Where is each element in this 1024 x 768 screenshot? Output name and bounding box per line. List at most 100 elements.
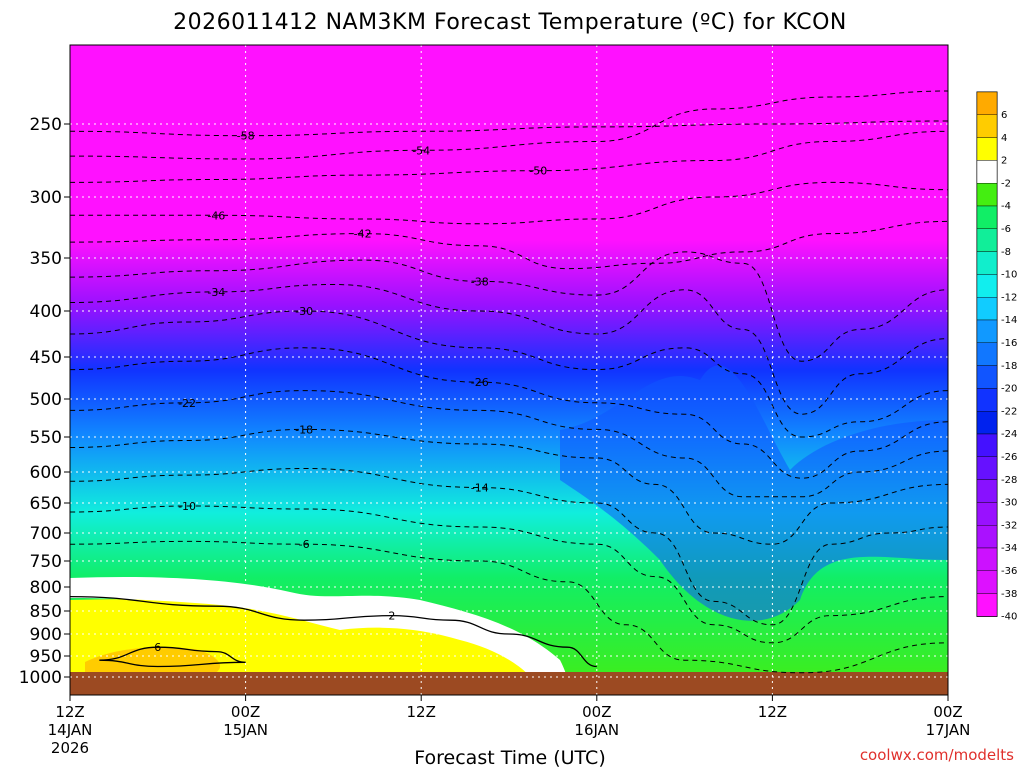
contour-label: -10 <box>178 500 196 513</box>
contour-label: -58 <box>237 130 255 143</box>
colorbar-swatch <box>976 319 998 343</box>
colorbar-label: -20 <box>1001 384 1017 395</box>
contour-label: -46 <box>207 209 225 222</box>
contour-label: -26 <box>471 376 489 389</box>
colorbar-swatch <box>976 456 998 480</box>
contour-line <box>70 120 948 137</box>
colorbar-swatch <box>976 502 998 526</box>
x-tick-label: 2026 <box>51 739 89 757</box>
colorbar-swatch <box>976 182 998 207</box>
contour-line <box>70 505 948 644</box>
colorbar-label: -34 <box>1001 543 1017 554</box>
x-tick-label: 12Z <box>407 703 436 721</box>
colorbar-swatch <box>976 342 998 366</box>
y-tick-label: 450 <box>30 348 62 368</box>
colorbar: 6 4 2 -2 -4 -6 -8 -10 -12 -14 -16 -18 -20 -22 -24 -26 -2… <box>976 91 1017 623</box>
y-tick-label: 750 <box>30 552 62 572</box>
colorbar-swatch <box>976 228 998 252</box>
contour-line <box>70 310 948 438</box>
contour-line <box>99 646 246 668</box>
y-tick-label: 650 <box>30 494 62 514</box>
colorbar-label: -6 <box>1001 224 1011 235</box>
contour-label: -18 <box>295 423 313 436</box>
colorbar-swatch <box>976 525 998 549</box>
colorbar-swatch <box>976 251 998 275</box>
colorbar-label: -26 <box>1001 452 1017 463</box>
x-tick-label: 12Z <box>55 703 84 721</box>
contour-line <box>70 220 948 270</box>
colorbar-label: -14 <box>1001 315 1017 326</box>
x-tick-label: 16JAN <box>574 721 619 739</box>
colorbar-label: -10 <box>1001 270 1017 281</box>
colorbar-swatch <box>976 274 998 298</box>
colorbar-label: -12 <box>1001 292 1017 303</box>
colorbar-label: 6 <box>1001 110 1007 121</box>
x-tick-label: 14JAN <box>48 721 93 739</box>
y-tick-label: 500 <box>30 390 62 410</box>
colorbar-swatch <box>976 593 998 617</box>
contour-label: -34 <box>207 286 225 299</box>
contour-label: 2 <box>388 610 395 623</box>
colorbar-swatch <box>976 91 998 115</box>
colorbar-label: -24 <box>1001 429 1017 440</box>
y-tick-label: 850 <box>30 602 62 622</box>
contour-label: -42 <box>354 228 372 241</box>
x-tick-label: 00Z <box>231 703 260 721</box>
y-tick-label: 950 <box>30 647 62 667</box>
contour-label: -38 <box>471 275 489 288</box>
colorbar-swatch <box>976 205 998 229</box>
colorbar-swatch <box>976 411 998 435</box>
y-tick-label: 700 <box>30 524 62 544</box>
y-tick-label: 900 <box>30 625 62 645</box>
contour-label: -14 <box>471 482 489 495</box>
colorbar-swatch <box>976 297 998 321</box>
y-tick-label: 300 <box>30 188 62 208</box>
x-tick-label: 17JAN <box>926 721 971 739</box>
contour-line <box>70 467 948 626</box>
colorbar-label: -32 <box>1001 520 1017 531</box>
y-tick-label: 800 <box>30 578 62 598</box>
colorbar-label: -2 <box>1001 178 1011 189</box>
contour-label: -6 <box>299 538 310 551</box>
colorbar-swatch <box>976 114 998 138</box>
contour-line <box>70 347 948 479</box>
colorbar-label: -4 <box>1001 201 1011 212</box>
contour-line <box>70 540 948 674</box>
y-tick-label: 250 <box>30 115 62 135</box>
colorbar-swatch <box>976 365 998 389</box>
colorbar-swatch <box>976 433 998 457</box>
contour-line <box>70 181 948 225</box>
colorbar-swatch <box>976 160 998 184</box>
contour-label: -54 <box>412 144 430 157</box>
near-freezing-band <box>70 576 570 690</box>
chart-title: 2026011412 NAM3KM Forecast Temperature (… <box>173 10 847 35</box>
colorbar-label: -16 <box>1001 338 1017 349</box>
contour-line <box>70 251 948 362</box>
blue-trough-region <box>560 365 948 621</box>
colorbar-label: 4 <box>1001 133 1007 144</box>
contour-line <box>70 283 948 415</box>
colorbar-label: -38 <box>1001 589 1017 600</box>
orange-warm-pocket <box>85 647 221 679</box>
credit-text: coolwx.com/modelts <box>860 746 1014 764</box>
colorbar-label: 2 <box>1001 156 1007 167</box>
colorbar-swatch <box>976 570 998 594</box>
colorbar-swatch <box>976 388 998 412</box>
colorbar-label: -28 <box>1001 475 1017 486</box>
y-tick-label: 600 <box>30 463 62 483</box>
contour-line <box>70 595 597 668</box>
contour-line <box>70 130 948 183</box>
contour-line <box>70 390 948 498</box>
contour-label: -50 <box>529 165 547 178</box>
contour-lines: -58 -54 -50 -46 -42 -38 -34 -30 -26 -22 -18 -14 -10 -… <box>70 90 948 674</box>
y-axis: 250 300 350 400 450 500 550 600 650 700 750 800 850 9… <box>19 115 70 688</box>
colorbar-swatch <box>976 547 998 571</box>
y-tick-label: 350 <box>30 249 62 269</box>
colorbar-label: -18 <box>1001 361 1017 372</box>
contour-line <box>70 90 948 160</box>
contour-label: -22 <box>178 397 196 410</box>
x-axis-title: Forecast Time (UTC) <box>414 747 605 768</box>
colorbar-label: -22 <box>1001 406 1017 417</box>
